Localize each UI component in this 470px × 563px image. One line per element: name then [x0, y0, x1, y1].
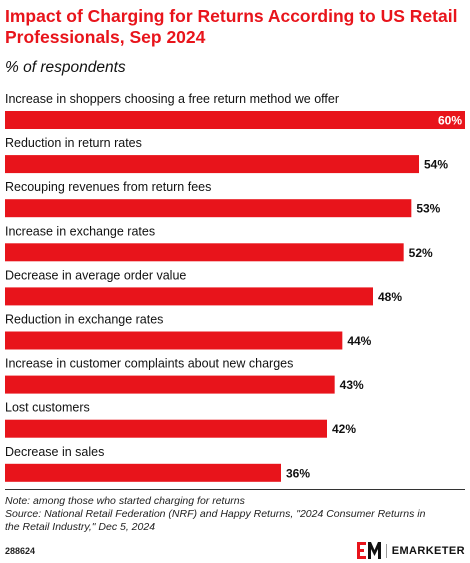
bar-chart: Increase in shoppers choosing a free ret… [5, 92, 465, 482]
source-text-line2: the Retail Industry," Dec 5, 2024 [5, 521, 156, 533]
bar [5, 375, 335, 394]
category-label: Decrease in sales [5, 445, 104, 459]
footnote: Note: among those who started charging f… [5, 495, 465, 534]
note-text: Note: among those who started charging f… [5, 495, 245, 507]
value-label: 54% [424, 158, 448, 172]
brand-separator [385, 543, 387, 558]
value-label: 48% [378, 290, 402, 304]
footer-divider [5, 489, 465, 490]
bar [5, 331, 343, 350]
category-label: Increase in shoppers choosing a free ret… [5, 92, 339, 106]
bar [5, 199, 412, 218]
bar [5, 287, 373, 306]
value-label: 60% [438, 114, 462, 128]
bar [5, 243, 404, 262]
value-label: 52% [409, 246, 433, 260]
category-label: Decrease in average order value [5, 268, 186, 282]
chart-title: Impact of Charging for Returns According… [5, 6, 458, 47]
bar [5, 155, 419, 174]
category-label: Recouping revenues from return fees [5, 180, 211, 194]
chart-id: 288624 [5, 546, 36, 556]
source-text-line1: Source: National Retail Federation (NRF)… [5, 508, 426, 520]
bar [5, 419, 327, 438]
value-label: 43% [340, 378, 364, 392]
bar [5, 111, 465, 129]
value-label: 42% [332, 422, 356, 436]
value-label: 36% [286, 466, 310, 480]
emarketer-logo-icon [356, 542, 381, 559]
brand: EMARKETER [356, 542, 465, 559]
value-label: 53% [416, 202, 440, 216]
category-label: Lost customers [5, 401, 90, 415]
brand-name: EMARKETER [391, 544, 465, 557]
category-label: Increase in exchange rates [5, 224, 155, 238]
category-label: Reduction in return rates [5, 136, 142, 150]
value-label: 44% [347, 334, 371, 348]
category-label: Reduction in exchange rates [5, 313, 163, 327]
chart-subtitle: % of respondents [5, 59, 126, 76]
bar [5, 463, 281, 482]
category-label: Increase in customer complaints about ne… [5, 357, 293, 371]
